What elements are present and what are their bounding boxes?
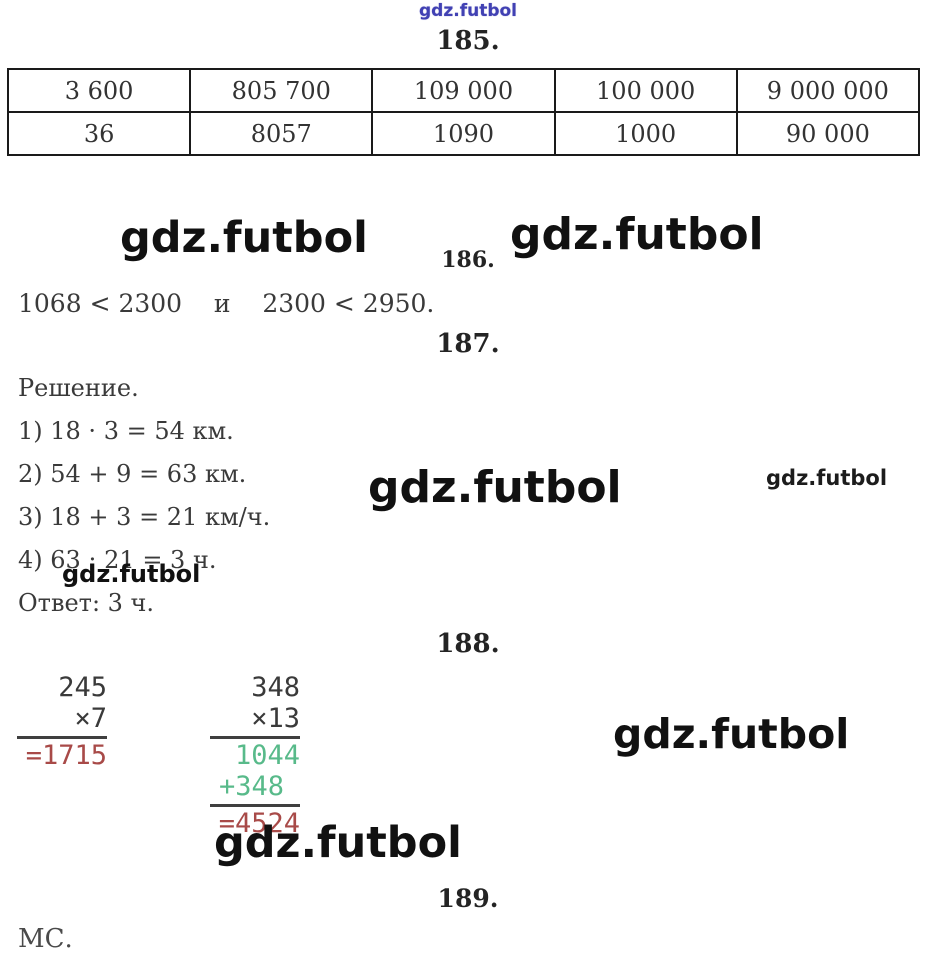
sum-line: [210, 804, 300, 807]
task-number-188: 188.: [436, 629, 500, 659]
solution-step: 1) 18 · 3 = 54 км.: [18, 417, 234, 445]
solution-label: Решение.: [18, 374, 139, 402]
site-watermark-top: gdz.futbol: [419, 1, 517, 21]
table-cell: 36: [6, 111, 192, 156]
site-watermark: gdz.futbol: [368, 462, 622, 513]
task-number-186: 186.: [441, 247, 495, 273]
site-watermark: gdz.futbol: [613, 710, 850, 758]
multiplicand: 245: [58, 672, 107, 703]
task-189-note: МС.: [18, 924, 73, 954]
sum-line: [17, 736, 107, 739]
site-watermark: gdz.futbol: [120, 213, 368, 263]
table-cell: 1000: [553, 111, 738, 156]
sum-line: [210, 736, 300, 739]
table-cell: 805 700: [189, 68, 374, 113]
site-watermark: gdz.futbol: [510, 209, 764, 260]
task-185-table: 3 600 805 700 109 000 100 000 9 000 000 …: [6, 68, 921, 156]
table-cell: 109 000: [371, 68, 556, 113]
solution-answer: Ответ: 3 ч.: [18, 589, 155, 617]
table-cell: 100 000: [553, 68, 738, 113]
table-cell: 90 000: [735, 111, 921, 156]
multiplier: ×13: [251, 703, 300, 734]
task-number-185: 185.: [436, 26, 500, 56]
multiplier: ×7: [74, 703, 107, 734]
solution-step: 4) 63 : 21 = 3 ч.: [18, 546, 217, 574]
table-cell: 3 600: [6, 68, 192, 113]
multiplicand: 348: [251, 672, 300, 703]
solution-step: 2) 54 + 9 = 63 км.: [18, 460, 247, 488]
site-watermark: gdz.futbol: [62, 560, 201, 588]
table-cell: 1090: [371, 111, 556, 156]
table-row: 36 8057 1090 1000 90 000: [6, 111, 921, 156]
task-number-189: 189.: [437, 884, 499, 913]
product-result: =4524: [218, 808, 300, 839]
table-cell: 9 000 000: [735, 68, 921, 113]
solution-step: 3) 18 + 3 = 21 км/ч.: [18, 503, 271, 531]
task-number-187: 187.: [436, 329, 500, 359]
partial-product: +348: [218, 771, 284, 802]
table-cell: 8057: [189, 111, 374, 156]
column-multiplication-348x13: 348 ×13 1044 +348 =4524: [210, 672, 300, 839]
partial-product: 1044: [234, 740, 300, 771]
product-result: =1715: [25, 740, 107, 771]
table-row: 3 600 805 700 109 000 100 000 9 000 000: [6, 68, 921, 113]
task-186-comparison: 1068 < 2300 и 2300 < 2950.: [18, 289, 435, 318]
column-multiplication-245x7: 245 ×7 =1715: [17, 672, 107, 771]
site-watermark: gdz.futbol: [766, 466, 888, 490]
site-watermark: gdz.futbol: [214, 818, 462, 868]
